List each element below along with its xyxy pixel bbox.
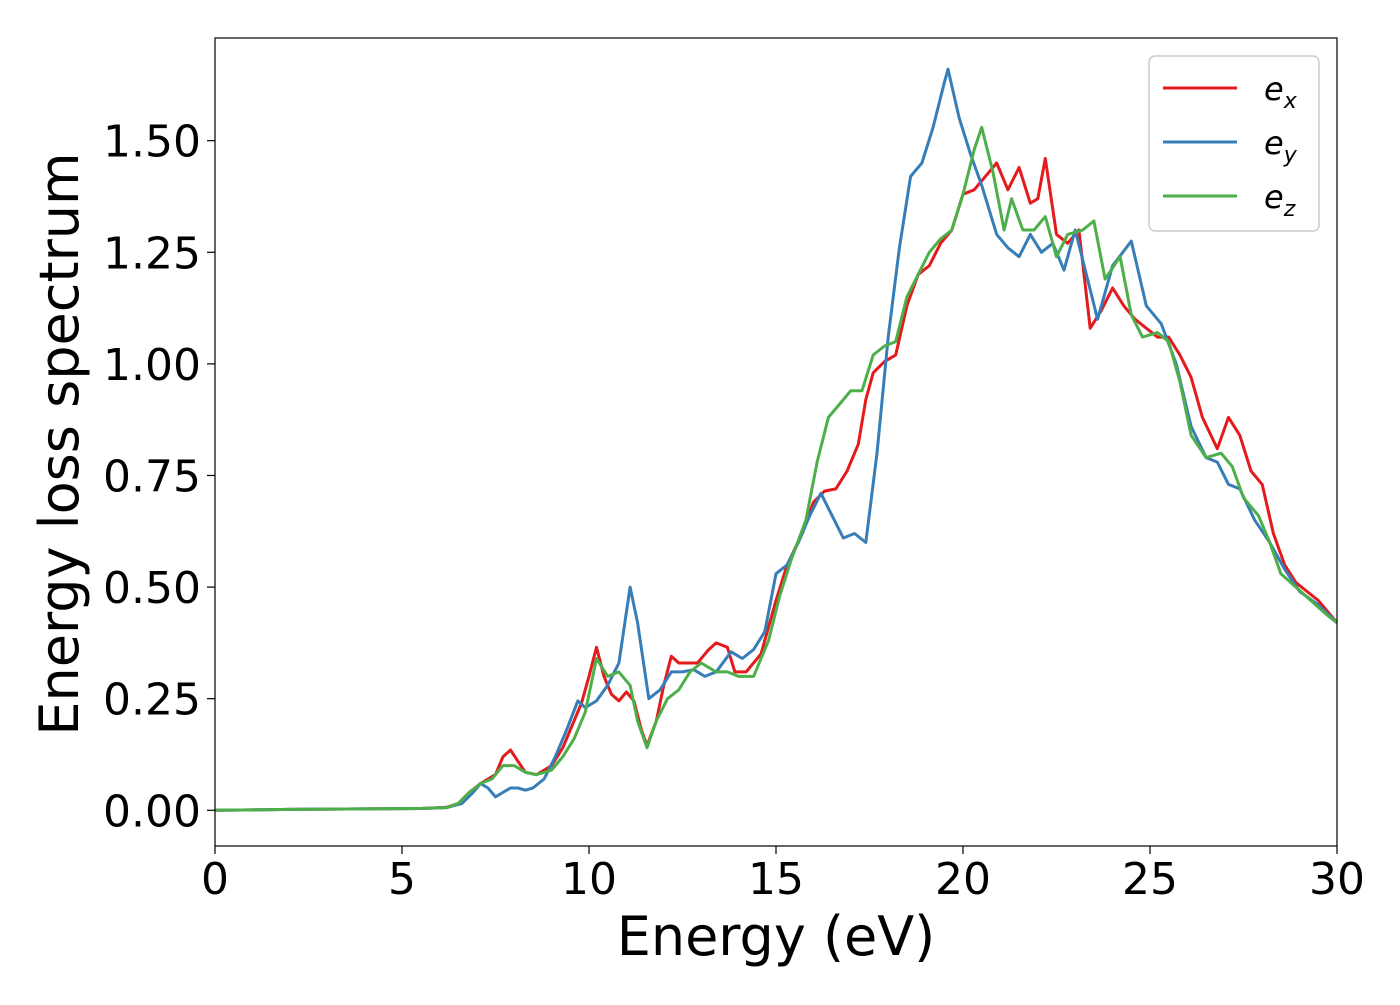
legend-label-base: e (1264, 178, 1284, 216)
y-tick-label: 1.25 (103, 228, 201, 279)
legend-label-z: ez (1264, 178, 1296, 222)
series-line-z (215, 125, 1337, 812)
y-tick-label: 0.00 (103, 786, 201, 837)
x-axis: 0 5 10 15 20 25 30 (201, 846, 1365, 905)
legend-label-y: ey (1264, 124, 1298, 168)
y-axis: 0.00 0.25 0.50 0.75 1.00 1.25 1.50 (103, 117, 215, 837)
x-axis-title: Energy (eV) (617, 905, 936, 968)
legend-label-base: e (1264, 124, 1284, 162)
series-line-x (215, 157, 1337, 812)
legend-label-subscript: z (1283, 197, 1296, 222)
legend-label-subscript: x (1283, 89, 1298, 114)
legend-label-x: ex (1264, 70, 1298, 114)
y-tick-label: 0.50 (103, 563, 201, 614)
legend-label-subscript: y (1283, 143, 1298, 168)
y-axis-title: Energy loss spectrum (28, 152, 91, 735)
y-tick-label: 0.25 (103, 675, 201, 726)
legend-label-base: e (1264, 70, 1284, 108)
x-tick-label: 0 (201, 854, 229, 905)
x-tick-label: 10 (561, 854, 617, 905)
x-tick-label: 25 (1122, 854, 1178, 905)
y-tick-label: 1.00 (103, 340, 201, 391)
x-tick-label: 20 (935, 854, 991, 905)
y-tick-label: 1.50 (103, 117, 201, 168)
x-tick-label: 30 (1309, 854, 1365, 905)
y-tick-label: 0.75 (103, 451, 201, 502)
x-tick-label: 5 (388, 854, 416, 905)
x-tick-label: 15 (748, 854, 804, 905)
series-line-y (215, 67, 1337, 812)
